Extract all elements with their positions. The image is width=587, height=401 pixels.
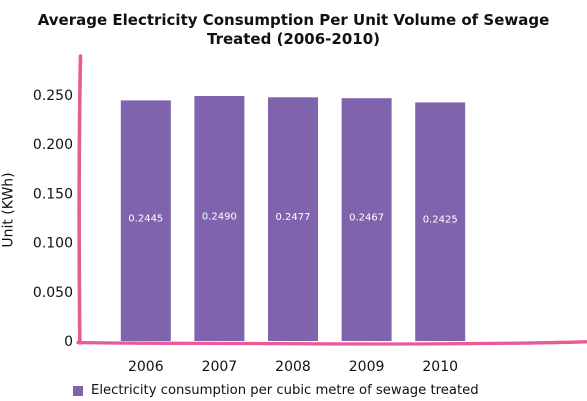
y-tick-0.250: 0.250 xyxy=(33,88,73,104)
x-tick-2010: 2010 xyxy=(422,359,458,375)
x-tick-2006: 2006 xyxy=(128,359,164,375)
x-tick-2007: 2007 xyxy=(202,359,238,375)
bar-2008 xyxy=(268,97,318,341)
bar-2006 xyxy=(120,100,171,342)
data-label-2007: 0.2490 xyxy=(202,212,237,223)
data-label-2010: 0.2425 xyxy=(423,215,458,226)
data-label-2008: 0.2477 xyxy=(276,212,311,223)
y-tick-0: 0 xyxy=(64,334,73,350)
chart-title: Average Electricity Consumption Per Unit… xyxy=(37,11,550,48)
bar-2010 xyxy=(415,102,466,342)
y-tick-0.150: 0.150 xyxy=(33,186,73,202)
y-axis-stroke xyxy=(77,54,83,345)
x-axis-stroke xyxy=(76,340,587,346)
bar-2007 xyxy=(194,96,245,341)
bar-2009 xyxy=(341,98,392,341)
data-label-2006: 0.2445 xyxy=(128,214,163,225)
x-tick-2009: 2009 xyxy=(349,359,385,375)
legend: Electricity consumption per cubic metre … xyxy=(73,383,479,398)
y-tick-0.200: 0.200 xyxy=(33,137,73,153)
legend-label: Electricity consumption per cubic metre … xyxy=(91,383,479,398)
legend-swatch xyxy=(73,385,83,396)
x-tick-2008: 2008 xyxy=(275,359,311,375)
y-tick-0.050: 0.050 xyxy=(33,285,73,301)
data-label-2009: 0.2467 xyxy=(349,213,384,224)
y-tick-0.100: 0.100 xyxy=(33,236,73,252)
